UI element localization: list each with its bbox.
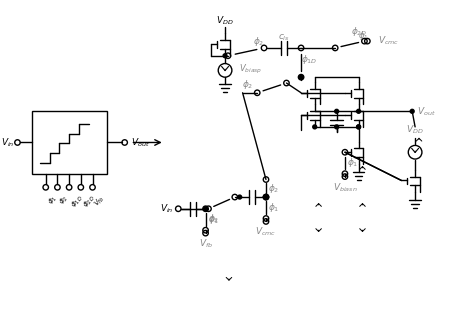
Text: $\phi_1$: $\phi_1$ — [357, 29, 368, 42]
Circle shape — [356, 125, 361, 129]
Text: $c_{ls}$: $c_{ls}$ — [278, 33, 290, 43]
Text: $\phi_2$: $\phi_2$ — [242, 79, 253, 91]
Text: $V_{biasp}$: $V_{biasp}$ — [239, 63, 262, 76]
Circle shape — [313, 125, 317, 129]
Circle shape — [356, 109, 361, 113]
Text: $V_{in}$: $V_{in}$ — [1, 136, 15, 149]
Text: $V_{fb}$: $V_{fb}$ — [92, 193, 108, 209]
Text: $\phi_1$: $\phi_1$ — [208, 213, 219, 226]
Text: $V_{cmc}$: $V_{cmc}$ — [378, 35, 399, 47]
Circle shape — [238, 195, 242, 199]
Circle shape — [264, 195, 268, 199]
Circle shape — [335, 125, 338, 129]
Circle shape — [204, 207, 208, 211]
Circle shape — [356, 125, 361, 129]
Circle shape — [223, 54, 227, 58]
Circle shape — [299, 75, 303, 79]
Text: $\phi_1$: $\phi_1$ — [268, 201, 280, 214]
Text: $\phi_1$: $\phi_1$ — [347, 156, 358, 169]
Text: $\phi_{2D}$: $\phi_{2D}$ — [81, 193, 97, 210]
Text: $\phi_2$: $\phi_2$ — [268, 182, 280, 195]
Bar — [32, 111, 107, 174]
Text: $\phi_2$: $\phi_2$ — [254, 35, 265, 48]
Text: $V_{DD}$: $V_{DD}$ — [216, 14, 234, 27]
Text: $V_{DD}$: $V_{DD}$ — [406, 124, 424, 136]
Text: $\phi_1$: $\phi_1$ — [46, 193, 60, 207]
Text: $V_{out}$: $V_{out}$ — [130, 136, 149, 149]
Text: $V_{in}$: $V_{in}$ — [160, 203, 173, 215]
Text: $\phi_{1D}$: $\phi_{1D}$ — [301, 53, 317, 66]
Text: $V_{out}$: $V_{out}$ — [417, 105, 436, 118]
Text: $V_{cmc}$: $V_{cmc}$ — [255, 226, 277, 238]
Text: $\phi_2$: $\phi_2$ — [208, 212, 219, 225]
Circle shape — [410, 109, 414, 113]
Text: $V_{fb}$: $V_{fb}$ — [199, 238, 213, 250]
Text: $\phi_{2D}$: $\phi_{2D}$ — [351, 25, 368, 38]
Text: $\phi_{1D}$: $\phi_{1D}$ — [69, 193, 86, 210]
Text: $\phi_2$: $\phi_2$ — [57, 193, 71, 207]
Circle shape — [335, 109, 338, 113]
Text: $V_{biasn}$: $V_{biasn}$ — [333, 181, 357, 194]
